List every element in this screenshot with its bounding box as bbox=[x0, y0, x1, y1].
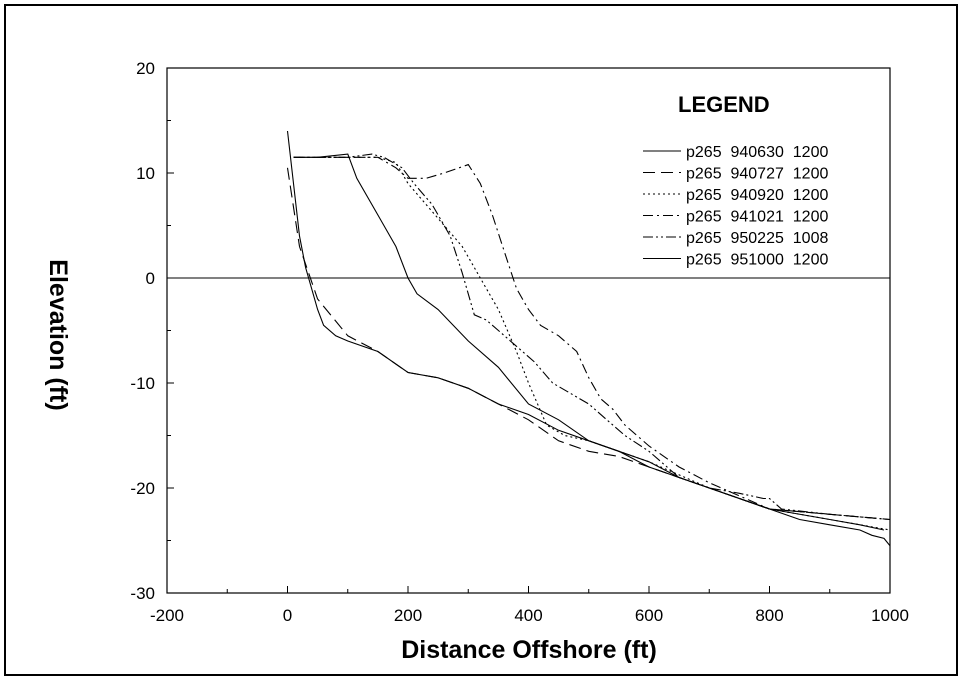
x-tick-label: 400 bbox=[514, 606, 542, 625]
x-tick-label: 800 bbox=[755, 606, 783, 625]
legend-label-2: p265 940727 1200 bbox=[686, 166, 828, 183]
x-axis-title: Distance Offshore (ft) bbox=[401, 636, 657, 664]
x-tick-label: 0 bbox=[283, 606, 292, 625]
legend: LEGEND p265 940630 1200 p265 940727 1200 p2… bbox=[643, 92, 828, 269]
y-tick-label: 0 bbox=[146, 269, 155, 288]
x-tick-label: -200 bbox=[150, 606, 184, 625]
legend-label-6: p265 951000 1200 bbox=[686, 252, 828, 269]
legend-label-3: p265 940920 1200 bbox=[686, 187, 828, 204]
y-tick-label: -20 bbox=[130, 479, 155, 498]
y-axis-title: Elevation (ft) bbox=[44, 259, 72, 410]
x-tick-label: 200 bbox=[394, 606, 422, 625]
y-tick-label: 10 bbox=[136, 164, 155, 183]
legend-label-5: p265 950225 1008 bbox=[686, 230, 828, 247]
x-tick-label: 600 bbox=[635, 606, 663, 625]
legend-label-1: p265 940630 1200 bbox=[686, 144, 828, 161]
y-tick-label: -30 bbox=[130, 584, 155, 603]
x-tick-label: 1000 bbox=[871, 606, 909, 625]
y-tick-label: -10 bbox=[130, 374, 155, 393]
y-tick-label: 20 bbox=[136, 59, 155, 78]
legend-title: LEGEND bbox=[678, 92, 770, 117]
legend-label-4: p265 941021 1200 bbox=[686, 209, 828, 226]
